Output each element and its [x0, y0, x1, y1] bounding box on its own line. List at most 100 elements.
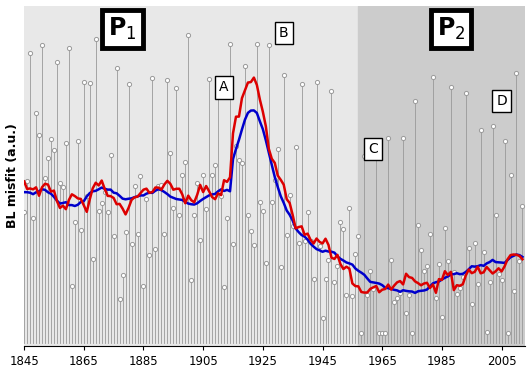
Point: [419, 268, 428, 274]
Point: [20, 209, 28, 215]
Point: [369, 286, 378, 292]
Point: [255, 199, 264, 205]
Point: [29, 215, 37, 221]
Point: [417, 247, 425, 253]
Point: [509, 288, 518, 294]
Point: [500, 138, 509, 144]
Bar: [358, 6, 526, 346]
Point: [62, 140, 70, 146]
Point: [491, 212, 500, 218]
Point: [23, 178, 31, 184]
Point: [277, 264, 285, 270]
Point: [226, 41, 234, 47]
Point: [360, 153, 369, 159]
Text: B: B: [279, 26, 288, 40]
Y-axis label: BL misfit (a.u.): BL misfit (a.u.): [5, 123, 19, 229]
Point: [238, 160, 246, 166]
Point: [387, 257, 396, 263]
Text: C: C: [369, 142, 378, 156]
Point: [512, 70, 521, 76]
Point: [142, 196, 151, 202]
Point: [390, 299, 398, 305]
Point: [381, 330, 389, 336]
Point: [113, 65, 121, 71]
Point: [106, 151, 115, 157]
Point: [208, 172, 216, 178]
Point: [467, 301, 476, 307]
Point: [438, 314, 446, 320]
Point: [354, 233, 363, 239]
Point: [399, 135, 407, 141]
Point: [282, 232, 291, 238]
Point: [175, 212, 184, 218]
Point: [109, 233, 118, 239]
Point: [294, 240, 303, 246]
Point: [38, 42, 46, 47]
Point: [459, 274, 467, 280]
Point: [53, 59, 61, 65]
Point: [342, 292, 350, 298]
Point: [479, 249, 488, 255]
Point: [336, 219, 345, 225]
Point: [482, 329, 491, 335]
Point: [396, 290, 405, 296]
Point: [47, 136, 55, 142]
Point: [426, 231, 434, 237]
Point: [50, 147, 58, 153]
Point: [80, 79, 88, 85]
Point: [35, 132, 44, 138]
Point: [100, 189, 109, 195]
Point: [456, 285, 464, 291]
Point: [452, 291, 461, 297]
Point: [235, 157, 243, 163]
Point: [172, 85, 181, 91]
Point: [414, 222, 422, 228]
Point: [193, 181, 201, 187]
Point: [74, 138, 82, 144]
Point: [205, 76, 213, 82]
Point: [136, 173, 145, 179]
Point: [184, 32, 192, 38]
Point: [301, 238, 309, 244]
Point: [393, 295, 401, 301]
Point: [494, 271, 503, 277]
Point: [169, 205, 177, 211]
Point: [71, 219, 79, 225]
Point: [423, 263, 431, 269]
Text: A: A: [219, 80, 229, 94]
Point: [443, 258, 452, 264]
Point: [241, 63, 249, 69]
Point: [273, 146, 282, 152]
Point: [89, 255, 97, 261]
Point: [268, 199, 276, 205]
Point: [98, 200, 106, 206]
Point: [429, 74, 437, 80]
Point: [44, 155, 52, 161]
Point: [259, 208, 267, 214]
Point: [196, 237, 204, 243]
Point: [503, 330, 512, 336]
Point: [104, 209, 112, 215]
Point: [345, 205, 354, 211]
Point: [214, 87, 222, 93]
Point: [229, 241, 237, 247]
Point: [220, 284, 228, 290]
Point: [474, 280, 482, 286]
Point: [65, 45, 73, 51]
Point: [515, 258, 524, 264]
Point: [351, 251, 359, 257]
Point: [190, 212, 199, 218]
Point: [506, 172, 515, 178]
Point: [160, 231, 169, 237]
Point: [163, 77, 172, 83]
Point: [121, 229, 130, 235]
Point: [339, 226, 348, 232]
Point: [223, 215, 232, 221]
Point: [375, 330, 383, 336]
Point: [476, 128, 485, 134]
Point: [405, 292, 413, 298]
Point: [41, 175, 49, 181]
Point: [115, 295, 124, 301]
Point: [270, 177, 279, 183]
Point: [199, 172, 208, 178]
